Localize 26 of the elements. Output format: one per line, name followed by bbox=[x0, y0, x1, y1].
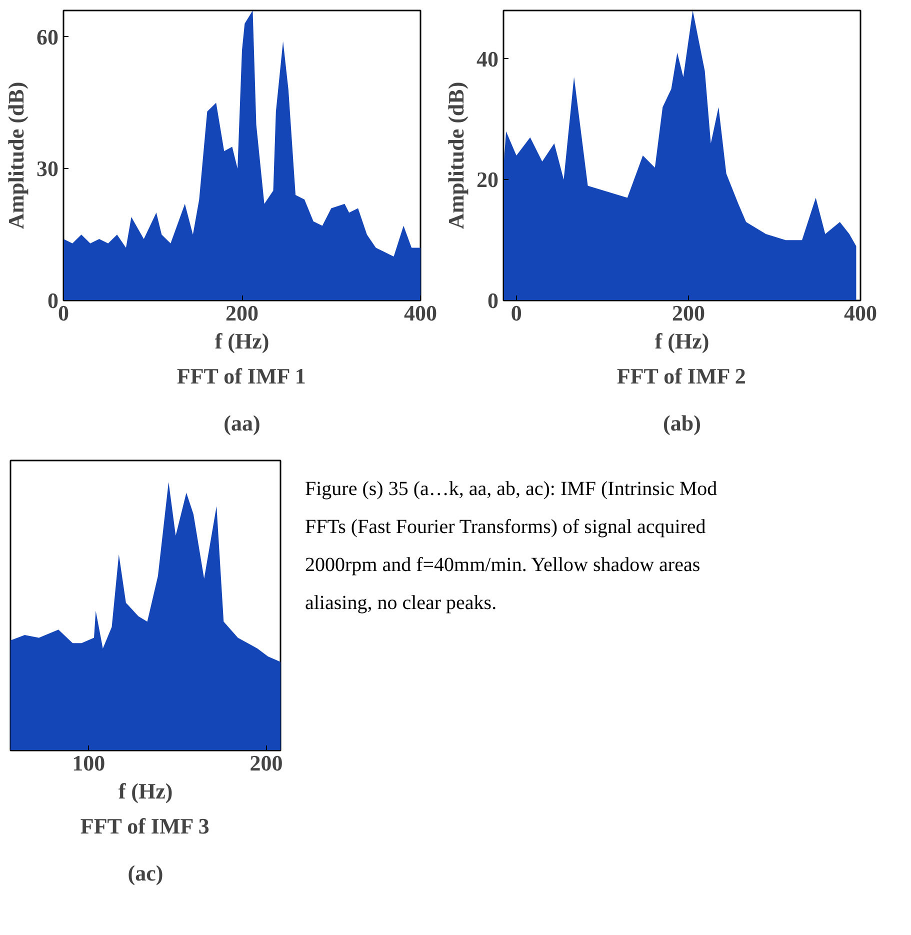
text: (ab) bbox=[663, 410, 701, 436]
text: FFT of IMF 2 bbox=[616, 364, 746, 388]
x-tick-label: 0 bbox=[510, 300, 522, 326]
text: (aa) bbox=[224, 410, 260, 436]
x-axis-title: f (Hz) bbox=[654, 328, 710, 354]
text: FFT of IMF 3 bbox=[80, 814, 210, 838]
y-tick-label: 30 bbox=[36, 156, 58, 182]
x-tick-label: 200 bbox=[226, 300, 258, 326]
x-axis-title: f (Hz) bbox=[118, 778, 173, 804]
y-axis-title: Amplitude (dB) bbox=[4, 82, 28, 230]
text: 2000rpm and f=40mm/min. Yellow shadow areas bbox=[305, 554, 700, 576]
y-tick-label: 40 bbox=[476, 46, 498, 72]
x-tick-label: 100 bbox=[72, 750, 106, 776]
x-axis-title: f (Hz) bbox=[214, 328, 270, 354]
y-axis-title: Amplitude (dB) bbox=[444, 82, 468, 230]
text: Figure (s) 35 (a…k, aa, ab, ac): IMF (Intrinsic Mod bbox=[305, 478, 718, 500]
x-tick-label: 400 bbox=[404, 300, 437, 326]
x-tick-label: 200 bbox=[250, 750, 283, 776]
x-tick-label: 200 bbox=[672, 300, 705, 326]
text: (ac) bbox=[128, 860, 164, 886]
y-tick-label: 20 bbox=[476, 167, 498, 192]
text: FFTs (Fast Fourier Transforms) of signal acquired bbox=[305, 516, 706, 538]
text: aliasing, no clear peaks. bbox=[305, 592, 497, 614]
x-tick-label: 400 bbox=[844, 300, 877, 326]
text: FFT of IMF 1 bbox=[176, 364, 306, 388]
y-tick-label: 60 bbox=[36, 24, 58, 50]
